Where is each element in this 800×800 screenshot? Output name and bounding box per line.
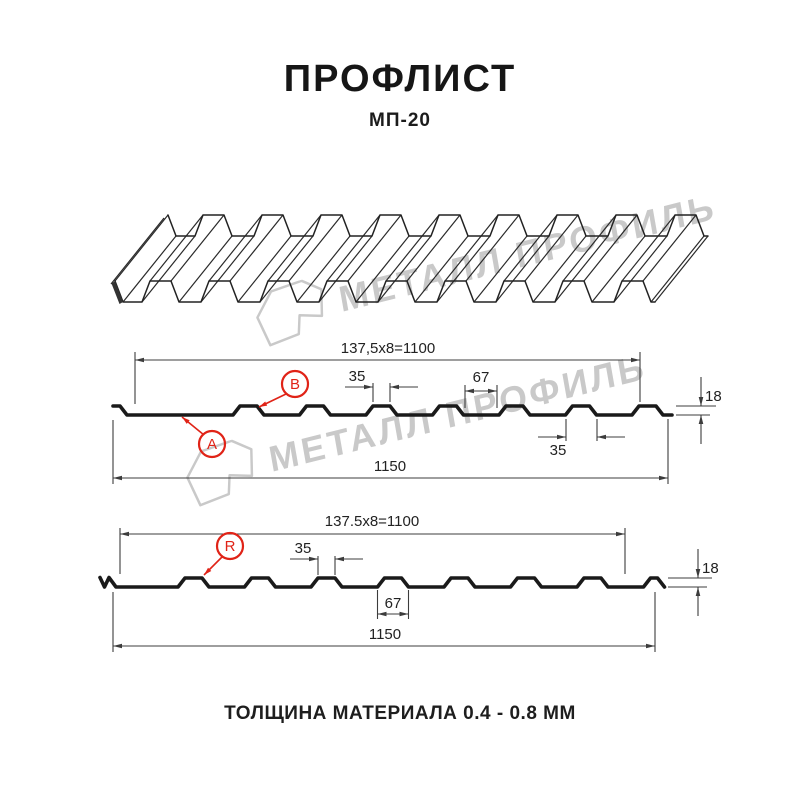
header: ПРОФЛИСТ МП-20 [0,58,800,132]
dim-height-bottom: 18 [702,560,719,577]
sheet-3d-view [110,214,709,304]
profile-model-subtitle: МП-20 [369,110,431,131]
dim-overall-width-bottom: 1150 [369,626,401,643]
red-annotations [181,369,310,576]
dim-valley-width-top: 67 [473,369,490,386]
label-r: R [225,538,236,555]
dim-height-top: 18 [705,388,722,405]
cross-section-bottom [98,528,712,652]
dim-rib-top-width-top: 35 [349,368,366,385]
dim-rib-bottom-width-top: 35 [550,442,567,459]
label-b: В [290,376,300,393]
dim-overall-width-top: 1150 [374,458,406,475]
cross-section-top [111,352,716,484]
thickness-note: ТОЛЩИНА МАТЕРИАЛА 0.4 - 0.8 ММ [224,703,576,724]
dim-rib-bottom-width-bottom: 67 [385,595,402,612]
dim-rib-top-width-bottom: 35 [295,540,312,557]
page-title: ПРОФЛИСТ [283,58,517,100]
label-a: А [207,436,217,453]
dim-module-bottom: 137.5x8=1100 [325,513,419,530]
dim-module-top: 137,5x8=1100 [341,340,435,357]
